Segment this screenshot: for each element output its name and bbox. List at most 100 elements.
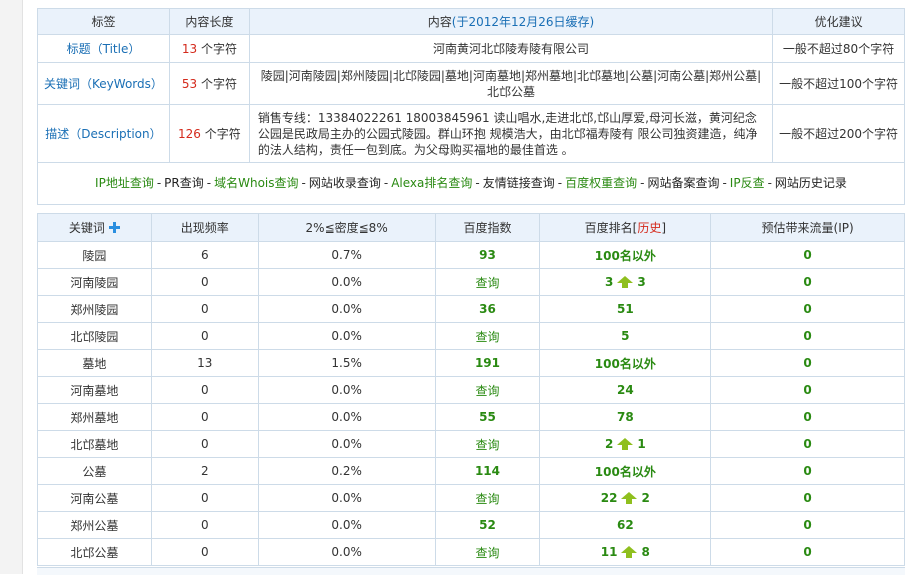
keyword-cell: 北邙公墓 — [37, 538, 152, 566]
keyword-cell: 郑州公墓 — [37, 511, 152, 539]
rank-value: 2 — [604, 437, 614, 451]
link-separator: - — [206, 176, 212, 190]
keyword-cell: 河南陵园 — [37, 268, 152, 296]
left-sidebar-strip — [0, 0, 23, 574]
baidu-index-cell: 93 — [434, 241, 541, 269]
keyword-row: 河南公墓 0 0.0% 查询 22 2 0 — [37, 484, 905, 512]
keyword-table: 关键词 出现频率 2%≦密度≦8% 百度指数 百度排名[历史] 预估带来流量(I… — [37, 213, 905, 566]
frequency-cell: 0 — [150, 511, 259, 539]
baidu-index-query-link[interactable]: 查询 — [434, 268, 541, 296]
tool-link[interactable]: 域名Whois查询 — [214, 176, 299, 190]
baidu-rank-cell: 78 — [539, 403, 712, 431]
link-separator: - — [383, 176, 389, 190]
header-traffic: 预估带来流量(IP) — [710, 213, 905, 242]
keyword-cell: 陵园 — [37, 241, 152, 269]
header-baidu-rank: 百度排名[历史] — [539, 213, 712, 242]
traffic-cell: 0 — [710, 511, 905, 539]
link-separator: - — [722, 176, 727, 190]
keyword-row: 北邙公墓 0 0.0% 查询 11 8 0 — [37, 538, 905, 566]
content-description: 销售专线：13384022261 18003845961 读山唱水,走进北邙,邙… — [248, 104, 774, 163]
density-cell: 0.0% — [257, 484, 436, 512]
keyword-cell: 北邙墓地 — [37, 430, 152, 458]
link-separator: - — [301, 176, 306, 190]
baidu-index-query-link[interactable]: 查询 — [434, 484, 541, 512]
baidu-index-cell: 52 — [434, 511, 541, 539]
tool-link[interactable]: 网站备案查询 — [647, 176, 720, 190]
header-advice: 优化建议 — [772, 8, 905, 35]
baidu-rank-cell: 5 — [539, 322, 712, 350]
baidu-rank-cell: 100名以外 — [539, 241, 712, 269]
keyword-row: 北邙墓地 0 0.0% 查询 2 1 0 — [37, 430, 905, 458]
keyword-row: 河南陵园 0 0.0% 查询 3 3 0 — [37, 268, 905, 296]
keyword-row: 北邙陵园 0 0.0% 查询 5 0 — [37, 322, 905, 350]
header-density: 2%≦密度≦8% — [257, 213, 436, 242]
baidu-rank-cell: 51 — [539, 295, 712, 323]
content-title: 河南黄河北邙陵寿陵有限公司 — [248, 34, 774, 63]
rank-value: 24 — [616, 383, 634, 397]
count-description: 126 — [178, 127, 201, 141]
tool-link[interactable]: 网站收录查询 — [308, 176, 381, 190]
rank-history-link[interactable]: 历史 — [637, 221, 662, 235]
density-cell: 0.0% — [257, 538, 436, 566]
label-title: 标题（Title） — [37, 34, 170, 63]
tool-links-row: IP地址查询 - PR查询 - 域名Whois查询 - 网站收录查询 - Alexa排名查询 - 友… — [37, 162, 905, 205]
label-keywords-text: 关键词（KeyWords） — [44, 76, 163, 91]
keyword-cell: 郑州陵园 — [37, 295, 152, 323]
header-rank-suffix: ] — [661, 221, 667, 235]
header-content: 内容(于2012年12月26日缓存) — [248, 8, 774, 35]
rank-up-arrow-icon — [621, 546, 638, 558]
advice-description: 一般不超过200个字符 — [772, 104, 905, 163]
link-separator: - — [557, 176, 563, 190]
density-cell: 0.0% — [257, 322, 436, 350]
frequency-cell: 0 — [150, 295, 259, 323]
info-row-keywords: 关键词（KeyWords） 53 个字符 陵园|河南陵园|郑州陵园|北邙陵园|墓… — [37, 62, 905, 105]
count-title: 13 — [181, 42, 198, 56]
baidu-rank-cell: 100名以外 — [539, 349, 712, 377]
length-keywords: 53 个字符 — [168, 62, 250, 105]
traffic-cell: 0 — [710, 268, 905, 296]
traffic-cell: 0 — [710, 376, 905, 404]
info-header-row: 标签 内容长度 内容(于2012年12月26日缓存) 优化建议 — [37, 8, 905, 35]
density-cell: 0.0% — [257, 376, 436, 404]
keyword-cell: 北邙陵园 — [37, 322, 152, 350]
baidu-index-query-link[interactable]: 查询 — [434, 322, 541, 350]
rank-new-value: 8 — [641, 545, 650, 559]
rank-new-value: 2 — [641, 491, 650, 505]
rank-new-value: 3 — [637, 275, 646, 289]
baidu-index-cell: 36 — [434, 295, 541, 323]
keyword-row: 河南墓地 0 0.0% 查询 24 0 — [37, 376, 905, 404]
keyword-row: 郑州墓地 0 0.0% 55 78 0 — [37, 403, 905, 431]
density-cell: 0.0% — [257, 268, 436, 296]
rank-new-value: 1 — [637, 437, 646, 451]
keyword-row: 郑州公墓 0 0.0% 52 62 0 — [37, 511, 905, 539]
rank-up-arrow-icon — [617, 438, 634, 450]
advice-title: 一般不超过80个字符 — [772, 34, 905, 63]
baidu-index-query-link[interactable]: 查询 — [434, 430, 541, 458]
tool-link[interactable]: 百度权重查询 — [565, 176, 638, 190]
tool-link[interactable]: IP地址查询 — [95, 176, 154, 190]
header-length: 内容长度 — [168, 8, 250, 35]
rank-value: 11 — [600, 545, 618, 559]
tool-link[interactable]: 友情链接查询 — [482, 176, 555, 190]
length-description: 126 个字符 — [168, 104, 250, 163]
link-separator: - — [475, 176, 480, 190]
traffic-cell: 0 — [710, 538, 905, 566]
header-label: 标签 — [37, 8, 170, 35]
frequency-cell: 0 — [150, 430, 259, 458]
header-frequency: 出现频率 — [150, 213, 259, 242]
tool-link[interactable]: Alexa排名查询 — [391, 176, 473, 190]
tool-link[interactable]: 网站历史记录 — [774, 176, 847, 190]
density-cell: 0.0% — [257, 511, 436, 539]
traffic-cell: 0 — [710, 403, 905, 431]
kw-header-row: 关键词 出现频率 2%≦密度≦8% 百度指数 百度排名[历史] 预估带来流量(I… — [37, 213, 905, 242]
density-cell: 0.0% — [257, 403, 436, 431]
add-keyword-plus-icon[interactable] — [108, 222, 120, 233]
tool-link[interactable]: IP反查 — [729, 176, 765, 190]
unit-keywords: 个字符 — [200, 77, 237, 91]
rank-value: 100名以外 — [594, 356, 656, 371]
tool-link[interactable]: PR查询 — [164, 176, 204, 190]
baidu-rank-cell: 22 2 — [539, 484, 712, 512]
baidu-index-query-link[interactable]: 查询 — [434, 538, 541, 566]
baidu-index-query-link[interactable]: 查询 — [434, 376, 541, 404]
